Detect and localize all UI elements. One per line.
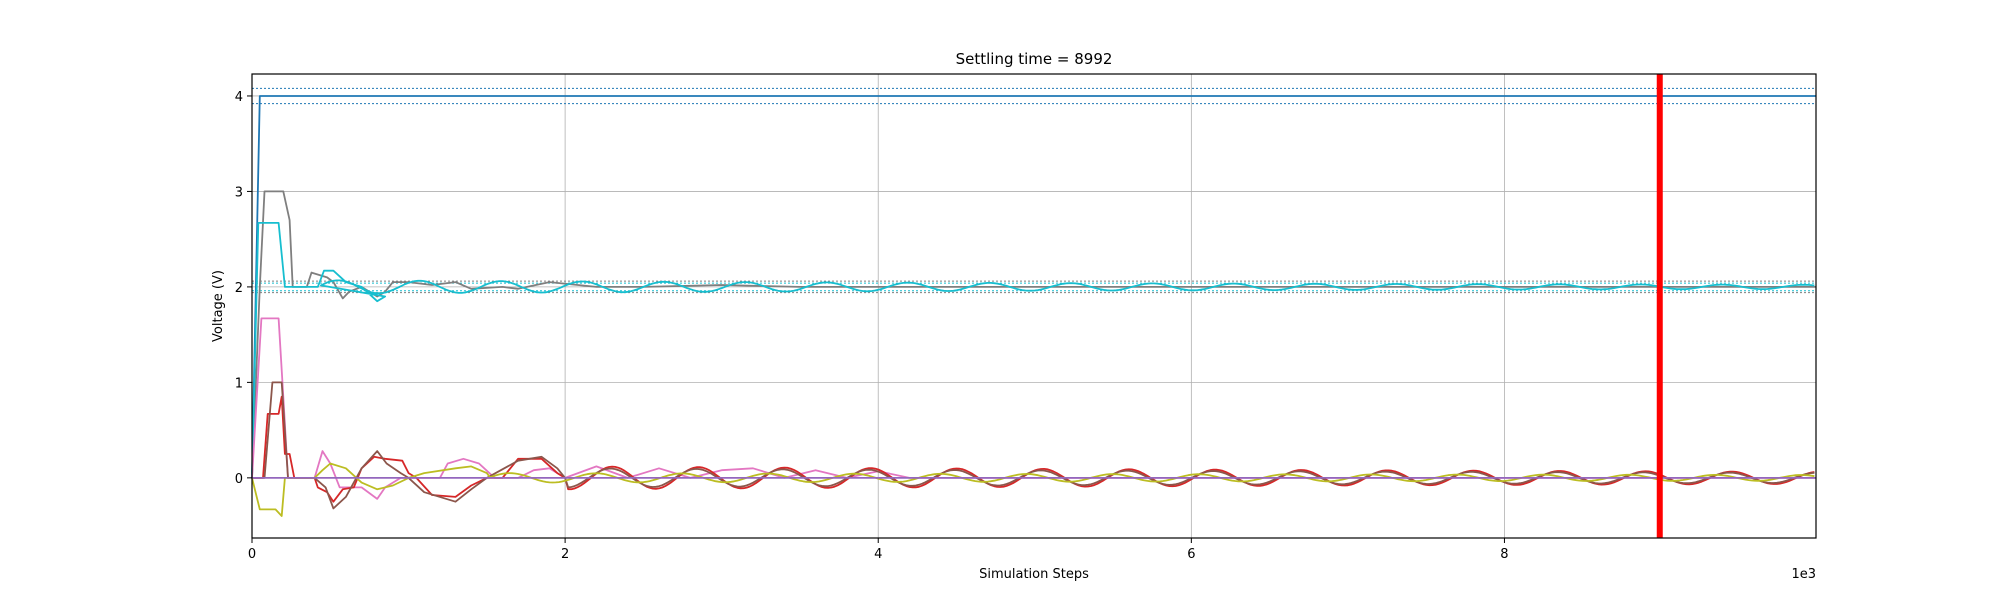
series-line-1 [251, 190, 1816, 478]
y-tick-label-4: 4 [235, 90, 243, 105]
x-tick-label-3: 6 [1187, 547, 1195, 562]
y-tick-label-2: 2 [235, 281, 243, 296]
series-line-5 [252, 381, 1815, 510]
series-line-2 [251, 222, 1815, 478]
x-tick-label-2: 4 [874, 547, 882, 562]
series-line-4 [252, 395, 1815, 503]
x-axis-label: Simulation Steps [979, 567, 1089, 582]
y-tick-label-3: 3 [235, 185, 243, 200]
plot-frame [251, 73, 1817, 539]
series-group [251, 95, 1816, 517]
grid [251, 74, 1816, 538]
x-tick-label-4: 8 [1500, 547, 1508, 562]
y-tick-label-0: 0 [235, 472, 243, 487]
ticks: 0 2 4 6 8 0 1 2 3 4 [235, 90, 1509, 562]
x-tick-label-1: 2 [561, 547, 569, 562]
x-axis-offset-label: 1e3 [1791, 567, 1816, 582]
x-tick-label-0: 0 [248, 547, 256, 562]
tolerance-bands [252, 87, 1816, 294]
series-line-6 [251, 462, 1815, 517]
chart-title: Settling time = 8992 [956, 50, 1113, 68]
y-tick-label-1: 1 [235, 376, 243, 391]
y-axis-label: Voltage (V) [211, 270, 226, 342]
